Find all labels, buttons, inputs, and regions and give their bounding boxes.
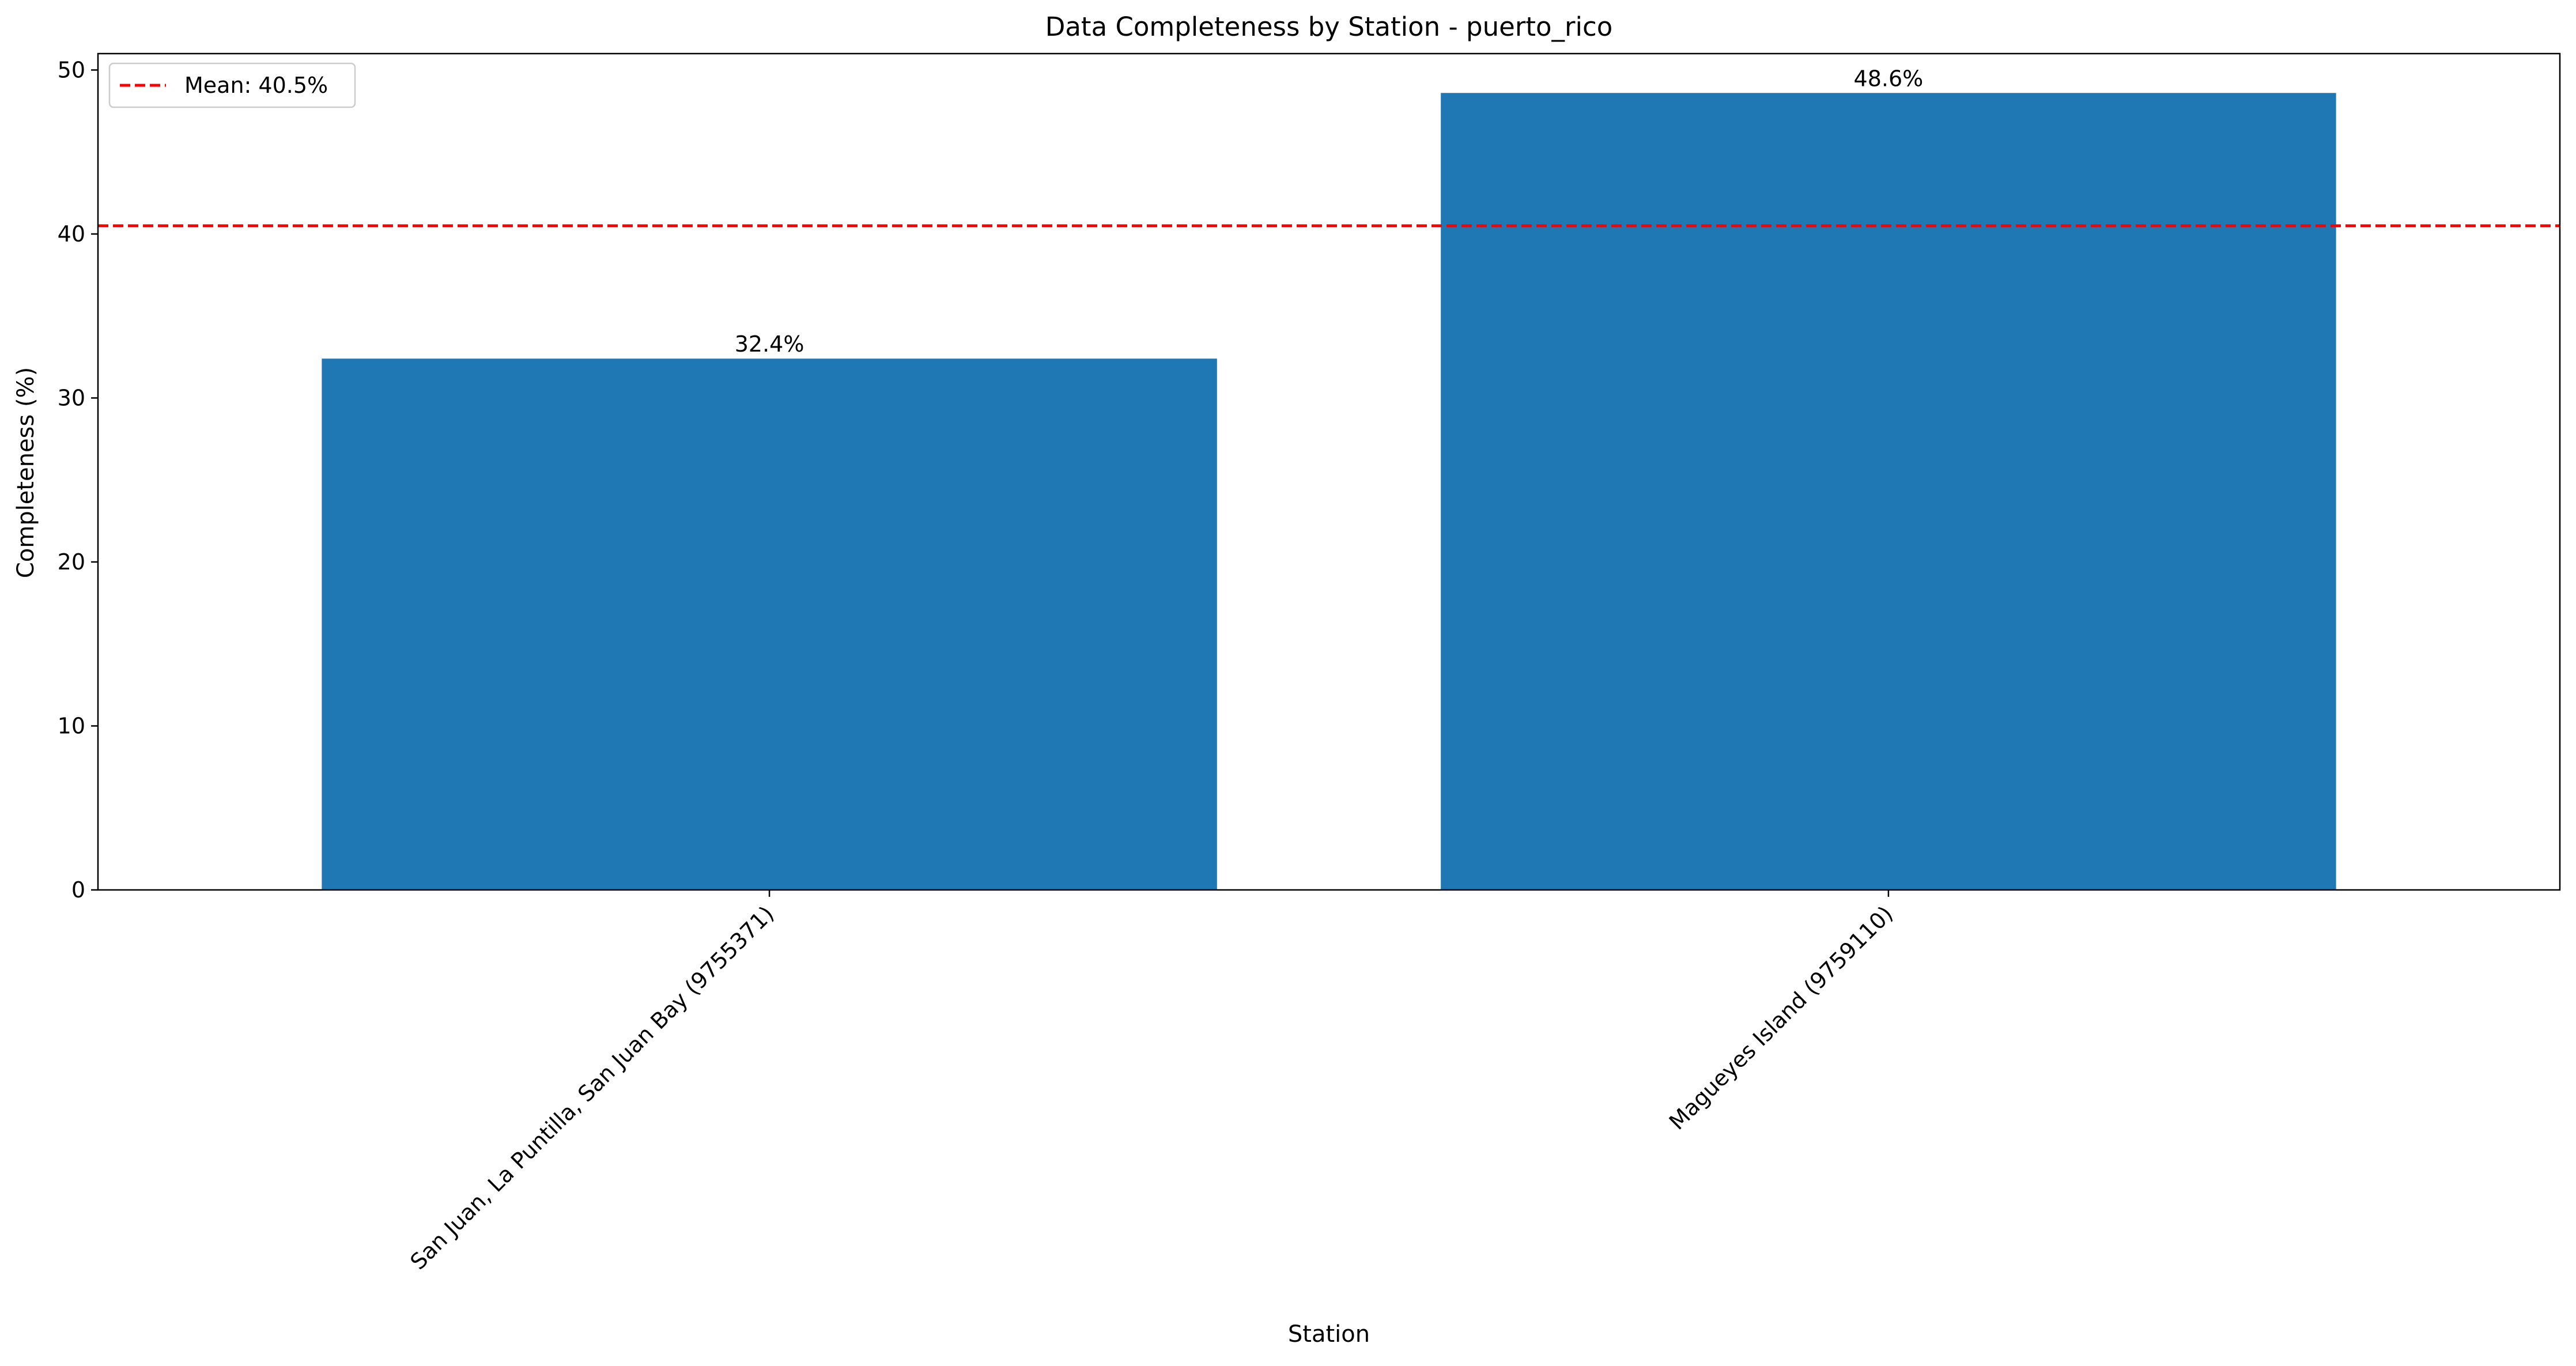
bar-1	[1441, 93, 2336, 890]
plot-frame	[97, 52, 2561, 891]
y-tick-label-0: 0	[71, 877, 85, 903]
x-axis-label: Station	[1288, 1321, 1370, 1348]
y-tick-label-2: 20	[58, 549, 85, 575]
bars-layer	[322, 93, 2336, 890]
axes-layer	[91, 52, 2561, 897]
bar-value-label-1: 48.6%	[1854, 66, 1924, 91]
y-tick-label-5: 50	[58, 57, 85, 82]
chart-title: Data Completeness by Station - puerto_ri…	[1045, 12, 1613, 42]
y-tick-label-3: 30	[58, 385, 85, 410]
bar-0	[322, 359, 1217, 890]
x-tick-label-0: San Juan, La Puntilla, San Juan Bay (975…	[405, 901, 779, 1274]
bar-value-label-0: 32.4%	[735, 331, 804, 357]
y-tick-label-4: 40	[58, 221, 85, 247]
legend-box	[108, 62, 356, 108]
x-tick-label-1: Magueyes Island (9759110)	[1664, 901, 1898, 1134]
legend-entry-mean: Mean: 40.5%	[184, 73, 328, 98]
y-axis-label: Completeness (%)	[13, 367, 39, 578]
legend: Mean: 40.5%	[108, 62, 356, 108]
y-tick-label-1: 10	[58, 713, 85, 738]
